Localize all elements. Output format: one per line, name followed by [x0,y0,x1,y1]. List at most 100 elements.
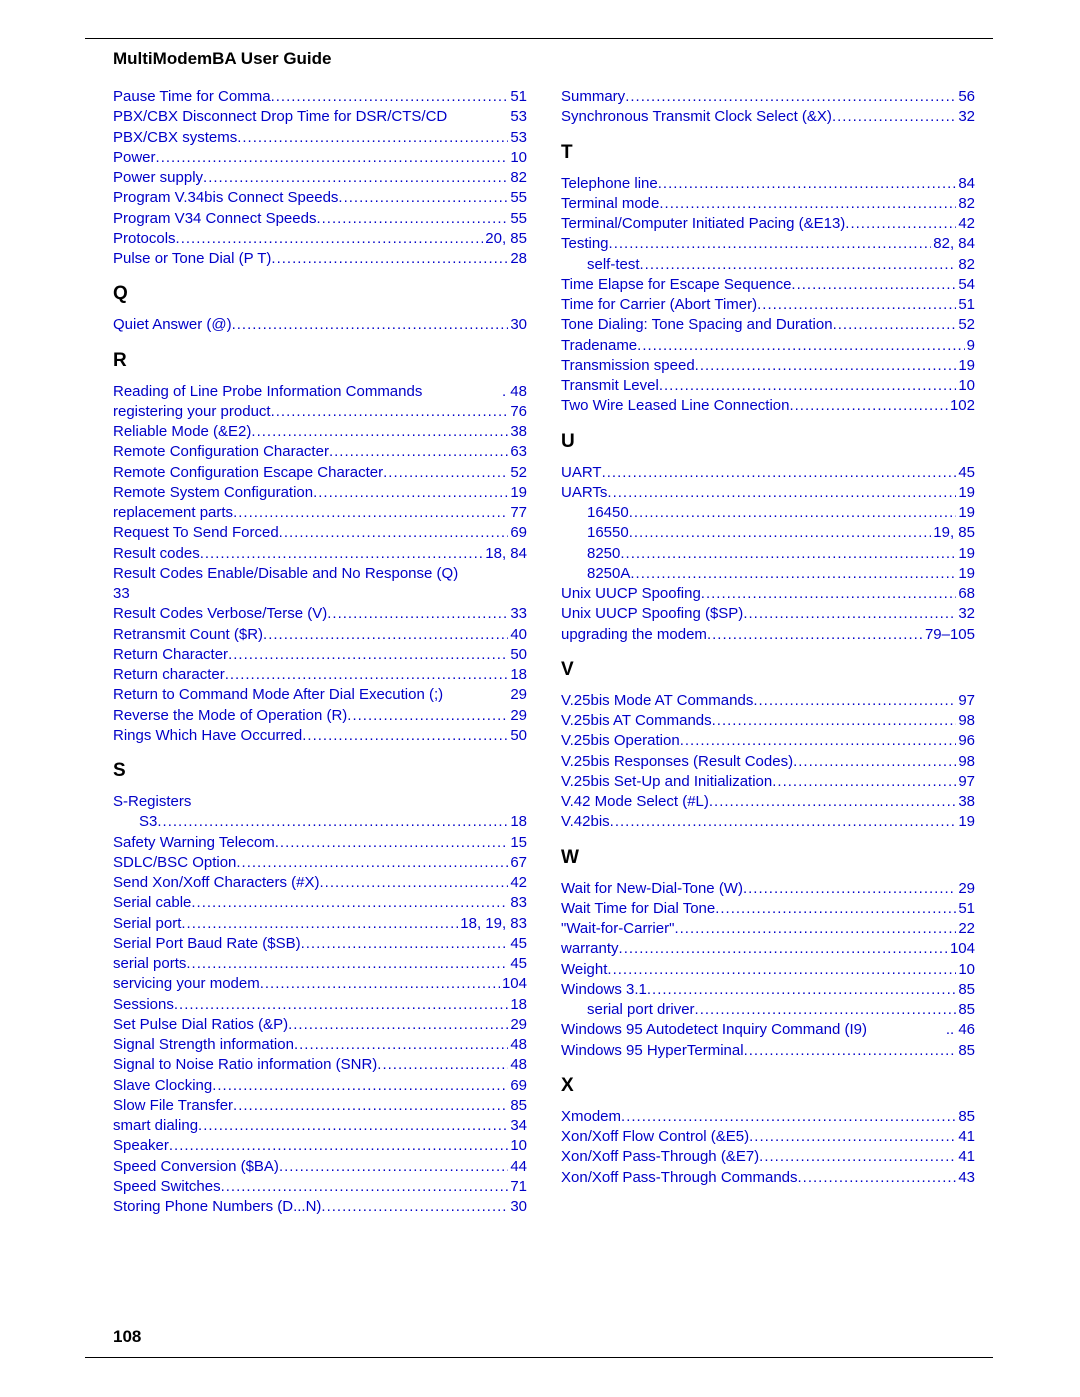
index-entry[interactable]: Sessions18 [113,995,527,1015]
index-entry[interactable]: Synchronous Transmit Clock Select (&X)32 [561,107,975,127]
index-entry-page: 29 [508,706,527,726]
index-entry[interactable]: registering your product76 [113,402,527,422]
index-entry[interactable]: Result codes18, 84 [113,544,527,564]
index-entry[interactable]: upgrading the modem79–105 [561,625,975,645]
index-entry[interactable]: serial port driver85 [561,1000,975,1020]
index-entry[interactable]: warranty104 [561,939,975,959]
index-entry-label: Xon/Xoff Pass-Through (&E7) [561,1147,759,1167]
index-entry[interactable]: Rings Which Have Occurred50 [113,726,527,746]
index-entry[interactable]: SDLC/BSC Option67 [113,853,527,873]
index-entry[interactable]: 825019 [561,544,975,564]
index-entry-page: 41 [956,1127,975,1147]
index-entry[interactable]: 8250A19 [561,564,975,584]
index-entry[interactable]: Serial cable83 [113,893,527,913]
index-entry[interactable]: Result Codes Verbose/Terse (V)33 [113,604,527,624]
index-entry[interactable]: V.25bis Set-Up and Initialization97 [561,772,975,792]
index-entry[interactable]: 33 [113,584,527,604]
index-entry[interactable]: Tradename9 [561,336,975,356]
index-entry[interactable]: Reliable Mode (&E2)38 [113,422,527,442]
index-entry[interactable]: Terminal/Computer Initiated Pacing (&E13… [561,214,975,234]
index-entry[interactable]: Remote Configuration Character63 [113,442,527,462]
index-entry[interactable]: Return character18 [113,665,527,685]
index-entry[interactable]: Return to Command Mode After Dial Execut… [113,685,527,705]
index-entry[interactable]: Testing82, 84 [561,234,975,254]
index-entry[interactable]: Slave Clocking69 [113,1076,527,1096]
index-entry[interactable]: Pause Time for Comma51 [113,87,527,107]
index-entry[interactable]: Transmit Level10 [561,376,975,396]
index-entry[interactable]: replacement parts77 [113,503,527,523]
index-entry[interactable]: Protocols20, 85 [113,229,527,249]
index-entry[interactable]: Transmission speed19 [561,356,975,376]
index-entry[interactable]: S-Registers [113,792,527,812]
index-entry[interactable]: Safety Warning Telecom15 [113,833,527,853]
index-entry-leader [712,711,957,731]
index-entry[interactable]: Return Character50 [113,645,527,665]
index-entry[interactable]: Speed Conversion ($BA)44 [113,1157,527,1177]
index-entry[interactable]: Power10 [113,148,527,168]
index-entry[interactable]: servicing your modem104 [113,974,527,994]
index-entry[interactable]: Retransmit Count ($R)40 [113,625,527,645]
index-entry[interactable]: Time Elapse for Escape Sequence54 [561,275,975,295]
index-entry[interactable]: smart dialing34 [113,1116,527,1136]
index-entry[interactable]: Xon/Xoff Flow Control (&E5)41 [561,1127,975,1147]
index-entry[interactable]: Remote System Configuration19 [113,483,527,503]
index-entry[interactable]: Summary56 [561,87,975,107]
index-entry[interactable]: Program V34 Connect Speeds55 [113,209,527,229]
index-entry[interactable]: Signal to Noise Ratio information (SNR)4… [113,1055,527,1075]
index-entry[interactable]: Reading of Line Probe Information Comman… [113,382,527,402]
index-entry[interactable]: Windows 3.185 [561,980,975,1000]
index-entry[interactable]: UARTs19 [561,483,975,503]
index-entry[interactable]: "Wait-for-Carrier"22 [561,919,975,939]
index-entry[interactable]: Windows 95 Autodetect Inquiry Command (I… [561,1020,975,1040]
index-entry[interactable]: self-test82 [561,255,975,275]
index-entry[interactable]: 1645019 [561,503,975,523]
index-entry[interactable]: Xon/Xoff Pass-Through Commands43 [561,1168,975,1188]
index-entry[interactable]: Unix UUCP Spoofing68 [561,584,975,604]
index-entry[interactable]: serial ports45 [113,954,527,974]
index-entry-leader [233,1096,508,1116]
index-entry[interactable]: Time for Carrier (Abort Timer)51 [561,295,975,315]
index-entry[interactable]: Set Pulse Dial Ratios (&P)29 [113,1015,527,1035]
index-entry-page: 85 [956,980,975,1000]
index-entry[interactable]: PBX/CBX systems53 [113,128,527,148]
index-entry[interactable]: Wait Time for Dial Tone51 [561,899,975,919]
index-entry[interactable]: UART45 [561,463,975,483]
index-entry[interactable]: PBX/CBX Disconnect Drop Time for DSR/CTS… [113,107,527,127]
index-entry[interactable]: Storing Phone Numbers (D...N)30 [113,1197,527,1217]
index-entry[interactable]: V.25bis AT Commands98 [561,711,975,731]
index-entry[interactable]: Signal Strength information48 [113,1035,527,1055]
index-entry[interactable]: Windows 95 HyperTerminal85 [561,1041,975,1061]
index-entry[interactable]: Result Codes Enable/Disable and No Respo… [113,564,527,584]
index-entry[interactable]: Send Xon/Xoff Characters (#X)42 [113,873,527,893]
index-entry[interactable]: S318 [113,812,527,832]
index-entry[interactable]: Two Wire Leased Line Connection102 [561,396,975,416]
index-entry[interactable]: Speaker10 [113,1136,527,1156]
index-entry[interactable]: Weight10 [561,960,975,980]
index-entry[interactable]: Slow File Transfer85 [113,1096,527,1116]
index-entry[interactable]: Serial port18, 19, 83 [113,914,527,934]
index-entry[interactable]: Request To Send Forced69 [113,523,527,543]
index-entry[interactable]: Terminal mode82 [561,194,975,214]
index-entry[interactable]: V.25bis Mode AT Commands97 [561,691,975,711]
index-entry[interactable]: Unix UUCP Spoofing ($SP)32 [561,604,975,624]
index-entry[interactable]: Tone Dialing: Tone Spacing and Duration5… [561,315,975,335]
index-entry[interactable]: V.25bis Operation96 [561,731,975,751]
index-entry[interactable]: 1655019, 85 [561,523,975,543]
index-entry[interactable]: Wait for New-Dial-Tone (W)29 [561,879,975,899]
index-entry[interactable]: Reverse the Mode of Operation (R)29 [113,706,527,726]
index-entry[interactable]: Telephone line84 [561,174,975,194]
index-entry[interactable]: Power supply82 [113,168,527,188]
index-entry-page: 19 [956,503,975,523]
index-entry[interactable]: Xon/Xoff Pass-Through (&E7)41 [561,1147,975,1167]
index-entry[interactable]: Remote Configuration Escape Character52 [113,463,527,483]
index-entry[interactable]: V.42 Mode Select (#L)38 [561,792,975,812]
index-entry[interactable]: V.42bis19 [561,812,975,832]
index-entry[interactable]: Speed Switches71 [113,1177,527,1197]
index-entry[interactable]: Pulse or Tone Dial (P T)28 [113,249,527,269]
index-entry[interactable]: V.25bis Responses (Result Codes)98 [561,752,975,772]
index-entry[interactable]: Xmodem85 [561,1107,975,1127]
index-entry-leader [680,731,957,751]
index-entry[interactable]: Serial Port Baud Rate ($SB)45 [113,934,527,954]
index-entry[interactable]: Program V.34bis Connect Speeds55 [113,188,527,208]
index-entry[interactable]: Quiet Answer (@)30 [113,315,527,335]
